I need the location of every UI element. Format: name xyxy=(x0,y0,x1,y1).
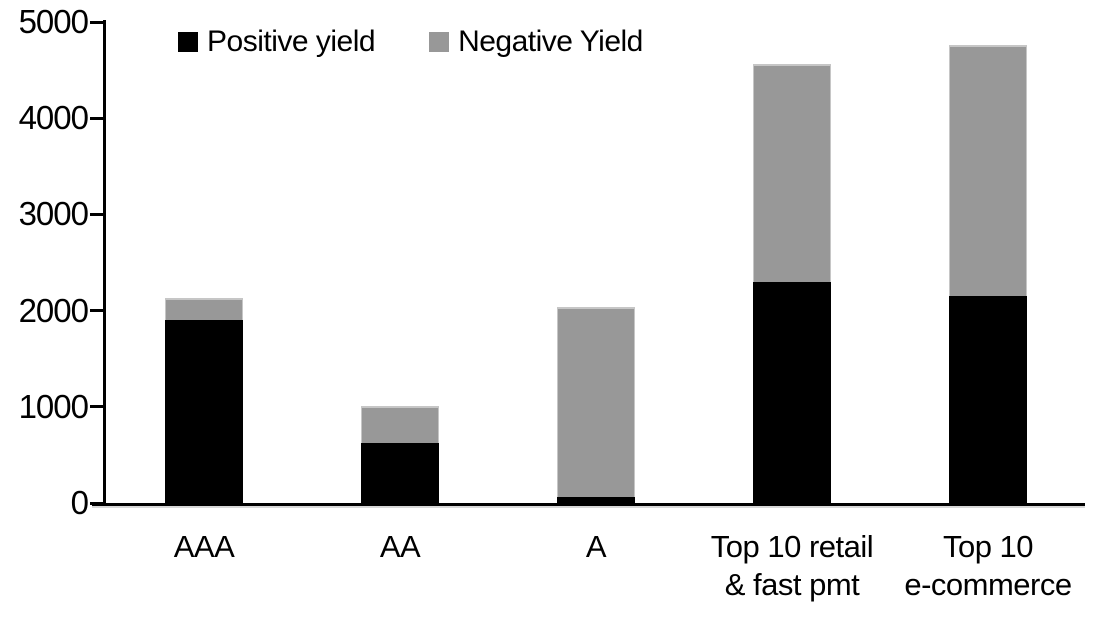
y-tick-mark xyxy=(90,20,104,24)
bar-segment xyxy=(165,298,243,321)
bar-segment xyxy=(361,405,439,443)
y-tick-label: 0 xyxy=(70,484,89,521)
legend-swatch-icon xyxy=(429,32,450,52)
x-category-label: AA xyxy=(379,529,421,564)
legend-item: Positive yield xyxy=(178,25,376,58)
y-tick-label: 3000 xyxy=(18,195,89,233)
y-axis-line xyxy=(103,20,106,506)
y-tick-mark xyxy=(90,212,104,216)
bar-segment xyxy=(753,64,831,282)
legend-series-label: Positive yield xyxy=(207,25,376,58)
y-tick-label: 2000 xyxy=(18,291,89,329)
bar-segment xyxy=(557,497,635,503)
legend-swatch-icon xyxy=(178,32,198,52)
y-tick-label: 4000 xyxy=(18,99,89,137)
bar-segment xyxy=(949,45,1027,297)
y-tick-mark xyxy=(90,309,104,313)
x-category-label: A xyxy=(585,529,607,564)
y-tick-mark xyxy=(90,501,104,505)
y-tick-label: 1000 xyxy=(18,387,89,425)
bar-segment xyxy=(557,307,635,498)
y-tick-mark xyxy=(90,116,104,120)
x-category-label: AAA xyxy=(173,529,235,564)
x-axis-line xyxy=(92,503,1085,506)
legend-item: Negative Yield xyxy=(429,26,643,58)
x-axis-line-shadow xyxy=(92,506,1085,508)
bar-segment xyxy=(753,281,831,503)
x-category-label: Top 10 e-commerce xyxy=(904,529,1072,602)
x-category-label: Top 10 retail & fast pmt xyxy=(710,529,874,602)
bar-segment xyxy=(165,320,243,503)
chart-legend: Positive yield Negative Yield xyxy=(178,26,697,58)
bar-segment xyxy=(949,296,1027,503)
y-tick-mark xyxy=(90,405,104,409)
y-tick-label: 5000 xyxy=(18,3,89,40)
bar-segment xyxy=(361,442,439,503)
legend-series-label: Negative Yield xyxy=(458,25,643,58)
